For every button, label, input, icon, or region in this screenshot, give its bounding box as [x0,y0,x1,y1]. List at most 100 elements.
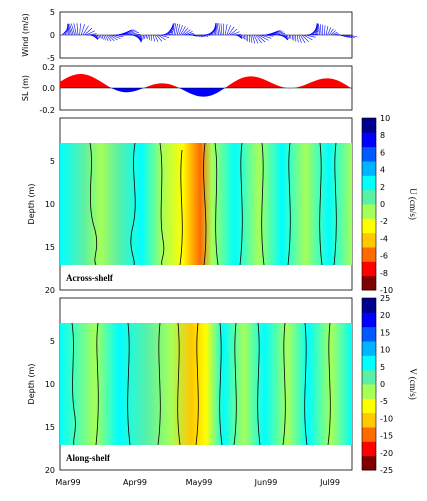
wind-stick [178,24,183,36]
sl-ytick-0: 0.2 [42,63,55,72]
wind-stick [193,34,197,37]
xtick-mar99: Mar99 [55,478,80,487]
colorbar-swatch [362,189,376,205]
wind-stick [308,30,320,36]
wind-stick [127,32,139,36]
u-ytick-3: 20 [45,286,55,295]
xtick-may99: May99 [186,478,213,487]
colorbar-swatch [362,384,376,399]
v-panel: Along-shelf 5 10 15 20 Depth (m) 25 20 15 1… [27,294,418,475]
wind-stick [140,34,142,42]
v-ytick-3: 20 [45,466,55,475]
wind-stick [121,29,133,36]
wind-stick [343,34,350,38]
sl-ytick-1: 0.0 [42,84,55,93]
v-ylabel: Depth (m) [27,364,36,405]
wind-stick [152,34,155,42]
wind-stick [318,23,320,36]
colorbar-swatch [362,261,376,277]
u-ytick-2: 15 [45,243,55,252]
wind-ytick-0: 5 [50,8,55,17]
colorbar-tick-label: -15 [380,432,393,441]
wind-stick [69,23,74,36]
v-ytick-1: 10 [45,380,55,389]
wind-ytick-1: 0 [50,31,55,40]
wind-stick [95,34,99,40]
wind-stick [201,34,209,37]
v-ytick-2: 15 [45,423,55,432]
wind-stick [258,34,269,41]
colorbar-tick-label: -10 [380,414,393,423]
wind-stick [194,34,198,37]
wind-stick [67,23,72,36]
wind-stick [87,33,97,36]
wind-stick [325,26,329,36]
colorbar-tick-label: -10 [380,286,393,295]
wind-stick [298,34,302,43]
colorbar-swatch [362,232,376,248]
wind-stick [252,34,256,44]
wind-stick [85,30,95,36]
xtick-apr99: Apr99 [123,478,147,487]
colorbar-tick-label: 5 [380,363,385,372]
v-colorbar-label: V (cm/s) [408,368,418,400]
wind-stick [71,23,76,36]
wind-stick [183,29,191,36]
wind-stick [316,23,318,36]
colorbar-tick-label: -6 [380,252,388,261]
wind-stick [287,34,289,40]
colorbar-tick-label: -25 [380,466,393,475]
wind-stick [346,34,355,38]
colorbar-tick-label: 0 [380,380,385,389]
wind-stick [218,23,221,36]
wind-stick [328,28,334,36]
wind-stick [333,33,339,36]
wind-stick [197,34,203,38]
colorbar-swatch [362,218,376,234]
colorbar-swatch [362,161,376,176]
colorbar-tick-label: -4 [380,234,388,243]
colorbar-tick-label: 6 [380,148,385,157]
u-heatmap-field [60,143,352,265]
colorbar-tick-label: 20 [380,311,390,320]
wind-stick [237,34,242,39]
wind-stick [113,34,124,38]
colorbar-tick-label: 2 [380,183,385,192]
wind-stick [122,29,134,36]
wind-stick [154,34,159,42]
colorbar-swatch [362,247,376,262]
colorbar-tick-label: -2 [380,217,388,226]
colorbar-swatch [362,369,376,385]
v-panel-label: Along-shelf [66,453,111,463]
wind-stick [138,34,142,43]
wind-ylabel: Wind (m/s) [21,13,30,57]
wind-stick [80,24,85,36]
wind-stick [301,34,309,43]
colorbar-frame [361,297,377,471]
sl-ytick-2: -0.2 [39,106,55,115]
wind-stick [156,34,163,42]
wind-stick [348,34,358,38]
wind-stick [332,31,338,36]
colorbar-tick-label: 25 [380,294,390,303]
colorbar-tick-label: 0 [380,200,385,209]
colorbar-tick-label: 10 [380,114,390,123]
u-ytick-0: 5 [50,157,55,166]
u-panel-label: Across-shelf [66,273,114,283]
wind-stick [273,31,284,36]
wind-stick [250,34,253,43]
wind-stick [106,34,112,42]
wind-stick [67,23,69,36]
colorbar-swatch [362,427,376,442]
u-label-box [64,271,134,284]
colorbar-swatch [362,298,376,313]
v-label-box [64,451,134,464]
wind-stick [327,27,332,36]
wind-stick [255,34,262,44]
v-heatmap-field [60,323,352,445]
wind-stick [260,34,272,39]
wind-stick [181,27,189,36]
wind-stick [172,23,175,36]
colorbar-tick-label: 8 [380,131,385,140]
wind-stick [185,31,193,36]
